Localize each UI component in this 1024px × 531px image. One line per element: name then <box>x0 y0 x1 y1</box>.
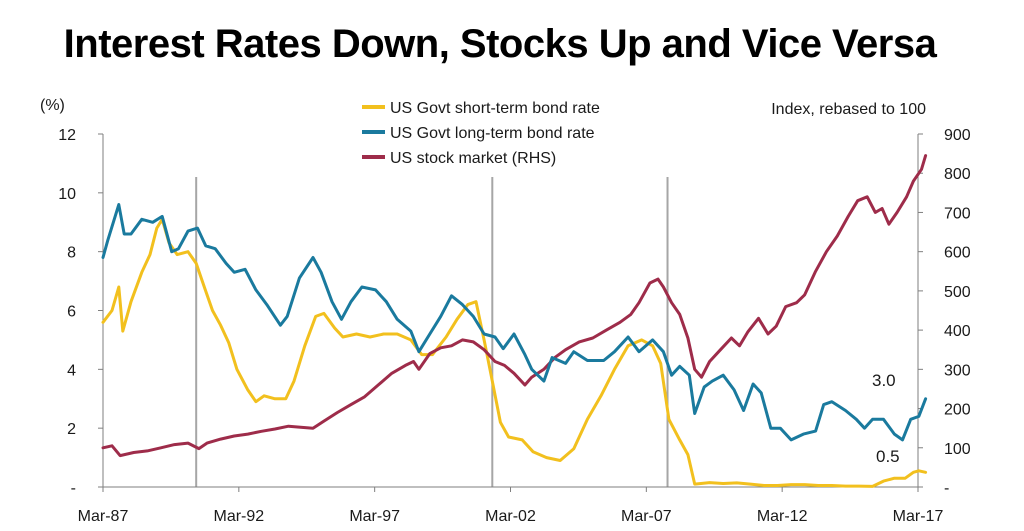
right-tick-label-4: 400 <box>944 323 971 340</box>
left-tick-label-5: 10 <box>58 186 76 203</box>
x-tick-label-3: Mar-02 <box>485 508 536 525</box>
chart-title: Interest Rates Down, Stocks Up and Vice … <box>63 22 937 66</box>
right-tick-label-2: 200 <box>944 402 971 419</box>
chart-annotations: 3.0 0.5 <box>872 371 900 466</box>
annotation-short-term-end: 0.5 <box>876 447 900 466</box>
chart-legend: US Govt short-term bond rate US Govt long… <box>362 100 600 167</box>
annotation-long-term-end: 3.0 <box>872 371 896 390</box>
left-axis-unit: (%) <box>40 97 65 114</box>
left-tick-label-3: 6 <box>67 304 76 321</box>
legend-label-0: US Govt short-term bond rate <box>390 100 600 117</box>
chart-series <box>101 154 928 488</box>
right-tick-label-3: 300 <box>944 362 971 379</box>
x-tick-label-0: Mar-87 <box>78 508 129 525</box>
x-tick-label-6: Mar-17 <box>893 508 944 525</box>
series-line-us-stock-market-rhs <box>101 154 928 458</box>
series-line-us-govt-short-term-bond-rate <box>101 217 928 488</box>
series-line-us-govt-long-term-bond-rate <box>101 203 928 442</box>
chart-axes: - 2 4 6 8 10 12 - 100 200 300 400 500 600 700 800 900 Mar… <box>40 97 971 525</box>
left-tick-label-2: 4 <box>67 362 76 379</box>
legend-label-1: US Govt long-term bond rate <box>390 125 595 142</box>
left-tick-label-4: 8 <box>67 245 76 262</box>
x-tick-label-5: Mar-12 <box>757 508 808 525</box>
right-tick-label-9: 900 <box>944 127 971 144</box>
right-tick-label-8: 800 <box>944 166 971 183</box>
legend-label-2: US stock market (RHS) <box>390 150 556 167</box>
x-tick-label-4: Mar-07 <box>621 508 672 525</box>
left-tick-label-6: 12 <box>58 127 76 144</box>
right-axis-unit: Index, rebased to 100 <box>771 101 926 118</box>
left-tick-label-0: - <box>71 480 76 497</box>
right-tick-label-1: 100 <box>944 441 971 458</box>
right-tick-label-5: 500 <box>944 284 971 301</box>
left-tick-label-1: 2 <box>67 421 76 438</box>
x-tick-label-1: Mar-92 <box>213 508 264 525</box>
right-tick-label-7: 700 <box>944 205 971 222</box>
right-tick-label-6: 600 <box>944 245 971 262</box>
right-tick-label-0: - <box>944 480 949 497</box>
x-tick-label-2: Mar-97 <box>349 508 400 525</box>
